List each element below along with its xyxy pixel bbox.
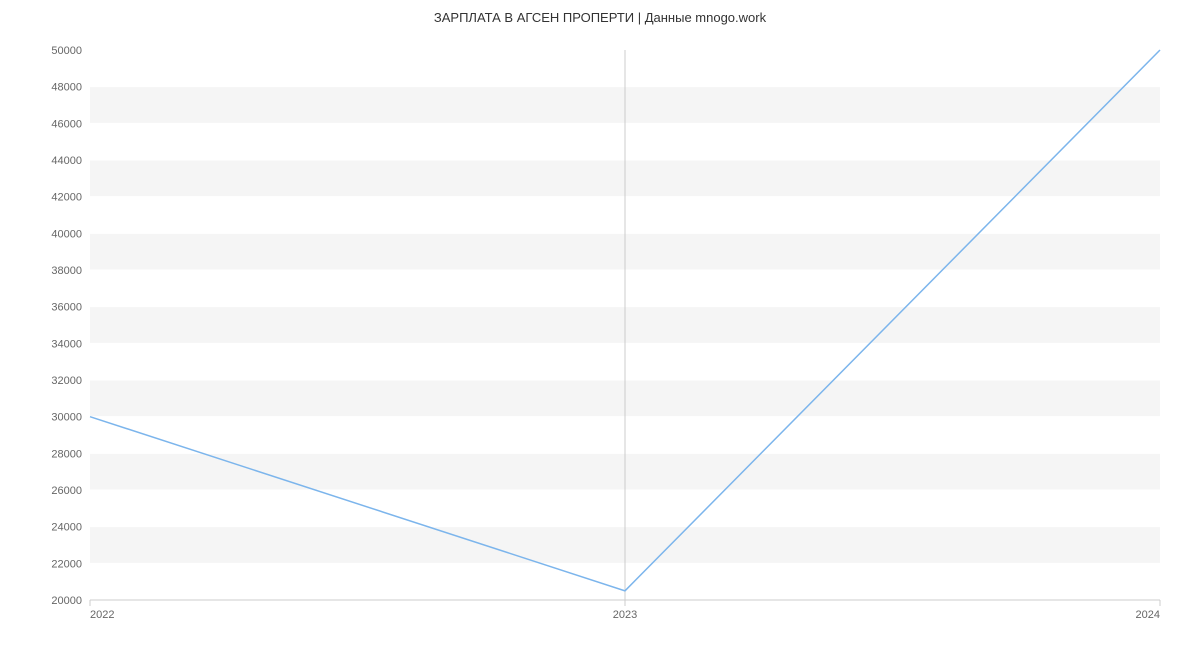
x-tick-label: 2024 — [1136, 609, 1160, 621]
y-tick-label: 30000 — [51, 412, 82, 424]
x-tick-label: 2022 — [90, 609, 114, 621]
chart-svg: 20000 22000 24000 26000 28000 30000 32000 34000… — [0, 0, 1200, 650]
y-tick-label: 34000 — [51, 338, 82, 350]
y-tick-label: 40000 — [51, 228, 82, 240]
chart-title: ЗАРПЛАТА В АГСЕН ПРОПЕРТИ | Данные mnogo… — [0, 10, 1200, 25]
x-tick-label: 2023 — [613, 609, 637, 621]
y-tick-label: 28000 — [51, 448, 82, 460]
y-tick-label: 24000 — [51, 522, 82, 534]
y-tick-label: 48000 — [51, 82, 82, 94]
y-tick-label: 22000 — [51, 558, 82, 570]
y-tick-label: 44000 — [51, 155, 82, 167]
y-tick-label: 38000 — [51, 265, 82, 277]
y-tick-label: 50000 — [51, 45, 82, 57]
y-tick-label: 36000 — [51, 302, 82, 314]
y-tick-label: 26000 — [51, 485, 82, 497]
y-tick-label: 20000 — [51, 595, 82, 607]
y-tick-label: 32000 — [51, 375, 82, 387]
salary-line-chart: ЗАРПЛАТА В АГСЕН ПРОПЕРТИ | Данные mnogo… — [0, 0, 1200, 650]
y-tick-label: 46000 — [51, 118, 82, 130]
y-tick-label: 42000 — [51, 192, 82, 204]
